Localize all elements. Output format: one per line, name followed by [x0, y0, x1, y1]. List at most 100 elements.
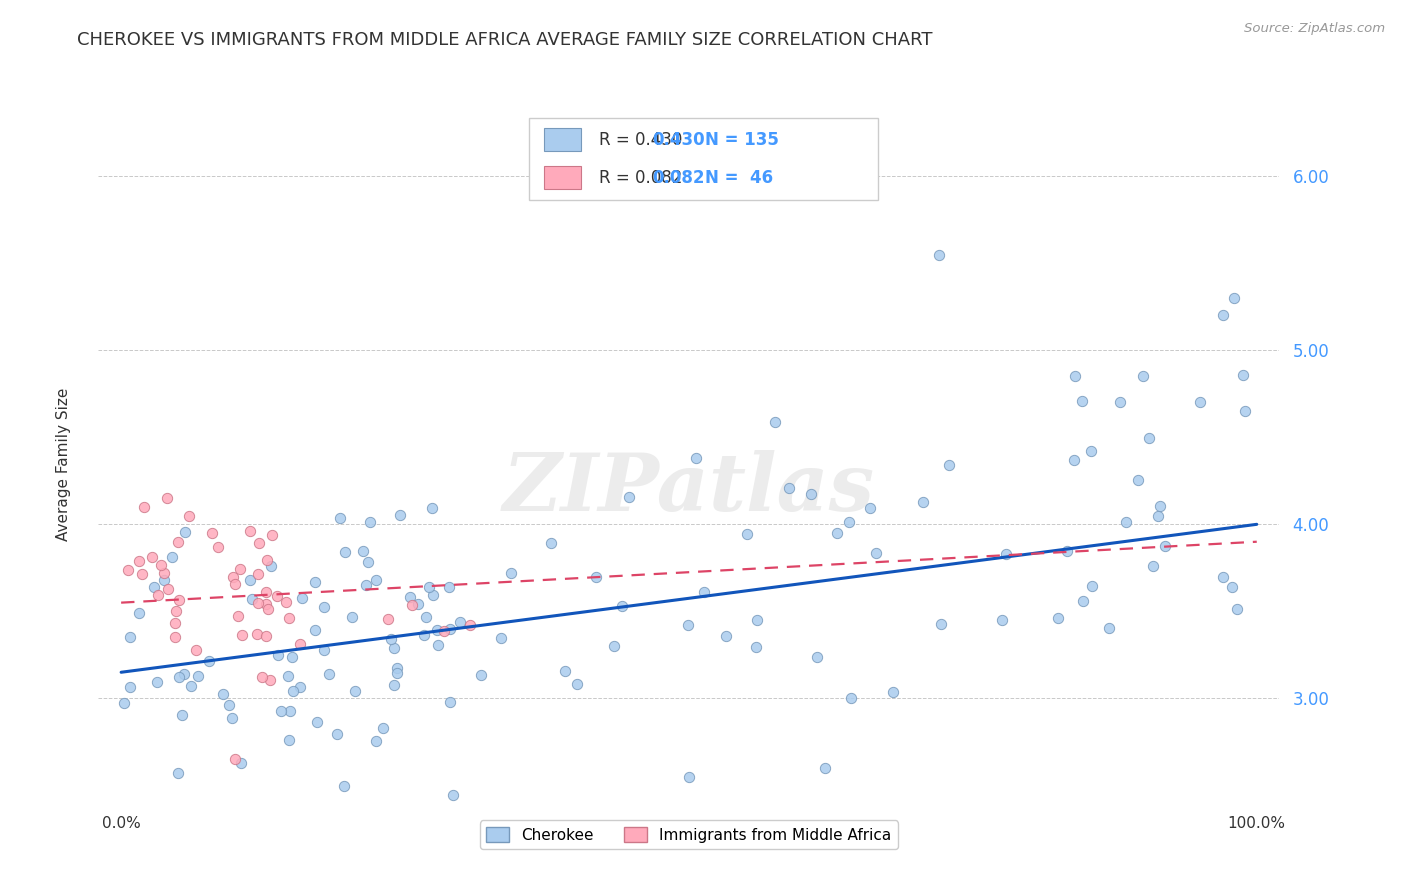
- Point: [180, 679, 202, 693]
- Text: 0.082: 0.082: [652, 169, 704, 186]
- Point: [278, 611, 301, 625]
- Point: [865, 546, 887, 560]
- Point: [371, 721, 394, 735]
- Point: [353, 817, 375, 831]
- Point: [218, 809, 240, 823]
- Legend: Cherokee, Immigrants from Middle Africa: Cherokee, Immigrants from Middle Africa: [479, 821, 898, 848]
- Point: [278, 704, 301, 718]
- Point: [153, 573, 176, 587]
- Point: [1137, 431, 1160, 445]
- Point: [247, 596, 270, 610]
- Point: [240, 592, 263, 607]
- Point: [426, 624, 449, 638]
- Point: [1056, 543, 1078, 558]
- Point: [231, 628, 253, 642]
- Point: [256, 602, 278, 616]
- Point: [1212, 309, 1234, 323]
- Point: [735, 526, 758, 541]
- Point: [259, 673, 281, 688]
- Point: [222, 570, 245, 584]
- Point: [385, 666, 408, 681]
- Point: [1132, 369, 1154, 384]
- Point: [439, 622, 461, 636]
- Point: [912, 495, 935, 509]
- Point: [1070, 394, 1092, 409]
- Point: [617, 490, 640, 504]
- Point: [382, 678, 405, 692]
- Point: [305, 715, 328, 730]
- Point: [290, 680, 312, 694]
- Point: [399, 591, 422, 605]
- Point: [489, 631, 512, 645]
- Point: [254, 597, 277, 611]
- Point: [224, 576, 246, 591]
- Point: [277, 669, 299, 683]
- Point: [382, 640, 405, 655]
- Point: [1064, 369, 1087, 384]
- Point: [163, 630, 186, 644]
- Point: [991, 613, 1014, 627]
- Point: [146, 588, 169, 602]
- Point: [256, 552, 278, 566]
- Point: [763, 416, 786, 430]
- Point: [838, 516, 860, 530]
- Point: [693, 585, 716, 599]
- Text: N =  46: N = 46: [706, 169, 773, 186]
- Point: [118, 681, 141, 695]
- Point: [221, 711, 243, 725]
- Point: [418, 580, 440, 594]
- Point: [170, 708, 193, 723]
- Point: [406, 598, 429, 612]
- Point: [226, 608, 249, 623]
- Point: [678, 770, 700, 784]
- Point: [449, 615, 471, 629]
- Point: [260, 528, 283, 542]
- Point: [318, 667, 340, 681]
- Point: [426, 638, 449, 652]
- Point: [165, 604, 187, 618]
- Text: CHEROKEE VS IMMIGRANTS FROM MIDDLE AFRICA AVERAGE FAMILY SIZE CORRELATION CHART: CHEROKEE VS IMMIGRANTS FROM MIDDLE AFRIC…: [77, 31, 932, 49]
- Point: [229, 756, 252, 771]
- Point: [612, 599, 634, 613]
- Point: [167, 593, 190, 607]
- FancyBboxPatch shape: [544, 128, 582, 152]
- Point: [288, 637, 311, 651]
- Point: [585, 570, 607, 584]
- Point: [354, 578, 377, 592]
- Point: [839, 691, 862, 706]
- Point: [1098, 622, 1121, 636]
- Point: [304, 574, 326, 589]
- Point: [146, 675, 169, 690]
- Point: [162, 550, 184, 565]
- Point: [1234, 404, 1257, 418]
- Point: [1226, 602, 1249, 616]
- Point: [250, 670, 273, 684]
- Point: [207, 540, 229, 554]
- Point: [380, 632, 402, 647]
- Point: [1063, 452, 1085, 467]
- Point: [167, 766, 190, 780]
- Point: [218, 698, 240, 712]
- Point: [1046, 611, 1069, 625]
- Point: [470, 667, 492, 681]
- Point: [239, 573, 262, 587]
- Point: [312, 600, 335, 615]
- Point: [458, 618, 481, 632]
- Point: [433, 624, 456, 639]
- Point: [198, 654, 221, 668]
- Point: [344, 684, 367, 698]
- Point: [228, 562, 250, 576]
- Point: [364, 734, 387, 748]
- Point: [388, 508, 411, 522]
- FancyBboxPatch shape: [544, 166, 582, 189]
- Point: [340, 609, 363, 624]
- Point: [1212, 570, 1234, 584]
- Point: [747, 613, 769, 627]
- Point: [128, 606, 150, 620]
- Point: [800, 487, 823, 501]
- Point: [814, 761, 837, 775]
- Point: [859, 501, 882, 516]
- Point: [995, 547, 1018, 561]
- Point: [806, 650, 828, 665]
- Point: [540, 536, 562, 550]
